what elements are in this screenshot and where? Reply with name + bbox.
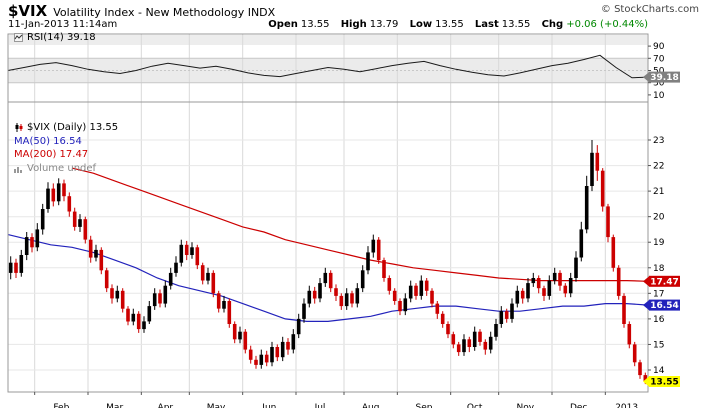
month-label: May [207, 403, 226, 408]
ma200-legend-label: MA(200) 17.47 [14, 149, 89, 160]
y-axis-labels: 23 22 21 20 19 18 17 16 15 14 90 70 50 30 10 [648, 42, 665, 376]
rsi-axis-label: 50 [653, 67, 665, 77]
rsi-legend-label: RSI(14) 39.18 [27, 32, 96, 43]
timestamp: 11-Jan-2013 11:14am [8, 19, 118, 30]
price-axis-label: 18 [653, 264, 665, 274]
rsi-legend: RSI(14) 39.18 [14, 32, 96, 43]
rsi-line [7, 54, 649, 79]
ma50-legend-label: MA(50) 16.54 [14, 136, 82, 147]
symbol: $VIX [8, 2, 48, 20]
high-value: 13.79 [369, 19, 399, 30]
panel-borders [7, 33, 649, 393]
candlestick-icon [14, 123, 23, 132]
month-label: Mar [106, 403, 123, 408]
price-axis-label: 14 [653, 366, 665, 376]
open-label: Open [268, 19, 298, 30]
month-label: Jun [261, 403, 276, 408]
MA(50) [7, 234, 649, 322]
month-label: Dec [570, 403, 587, 408]
moving-average-lines [7, 167, 649, 322]
price-axis-label: 17 [653, 289, 664, 299]
last-price-badge [649, 376, 680, 387]
value-badges: 39.18 17.47 16.54 13.55 [643, 71, 680, 388]
rsi-axis-label: 70 [653, 54, 665, 64]
gridlines [8, 34, 648, 392]
last-label: Last [474, 19, 499, 30]
price-axis-label: 16 [653, 315, 665, 325]
chg-label: Chg [541, 19, 564, 30]
svg-text:16.54: 16.54 [650, 301, 678, 311]
svg-text:39.18: 39.18 [650, 73, 678, 83]
volume-bars-icon [14, 164, 23, 173]
ma200-legend: MA(200) 17.47 [14, 149, 88, 160]
price-legend-label: $VIX (Daily) 13.55 [27, 122, 119, 133]
candlestick-series [8, 140, 648, 385]
price-axis-label: 19 [653, 238, 665, 248]
month-label: Nov [517, 403, 535, 408]
symbol-name: Volatility Index - New Methodology INDX [53, 6, 276, 19]
quote-summary: Open 13.55 High 13.79 Low 13.55 Last 13.55 C… [260, 19, 648, 30]
rsi-axis-label: 90 [653, 42, 665, 52]
price-axis-label: 21 [653, 187, 664, 197]
svg-text:17.47: 17.47 [650, 277, 678, 287]
ma50-value-badge [649, 299, 680, 311]
rsi-panel-header-band [9, 35, 647, 45]
month-label: Oct [467, 403, 483, 408]
copyright-link[interactable]: © StockCharts.com [600, 4, 699, 15]
price-axis-label: 23 [653, 136, 664, 146]
month-label: Feb [53, 403, 69, 408]
month-label: Apr [158, 403, 174, 408]
rsi-axis-label: 30 [653, 79, 665, 89]
x-axis-labels: Feb Mar Apr May Jun Jul Aug Sep Oct Nov Dec 2013 [34, 392, 638, 408]
volume-legend-label: Volume undef [27, 163, 97, 174]
chart-header: $VIX Volatility Index - New Methodology I… [8, 1, 275, 20]
MA(200) [71, 167, 649, 282]
month-label: Sep [416, 403, 433, 408]
month-label: Jul [314, 403, 326, 408]
price-axis-label: 15 [653, 340, 664, 350]
volume-legend: Volume undef [14, 163, 96, 174]
chg-value: +0.06 (+0.44%) [566, 19, 648, 30]
ma50-legend: MA(50) 16.54 [14, 136, 82, 147]
rsi-value-badge [649, 71, 680, 83]
open-value: 13.55 [300, 19, 330, 30]
price-legend: $VIX (Daily) 13.55 [14, 122, 118, 133]
rsi-axis-label: 10 [653, 91, 665, 101]
rsi-indicator-icon [14, 33, 23, 42]
ma200-value-badge [649, 275, 680, 287]
price-axis-label: 20 [653, 213, 665, 223]
low-label: Low [409, 19, 433, 30]
price-axis-label: 22 [653, 162, 664, 172]
month-label: Aug [362, 403, 380, 408]
low-value: 13.55 [435, 19, 464, 30]
last-value: 13.55 [501, 19, 531, 30]
high-label: High [340, 19, 367, 30]
svg-text:13.55: 13.55 [650, 378, 678, 388]
month-label: 2013 [615, 403, 638, 408]
